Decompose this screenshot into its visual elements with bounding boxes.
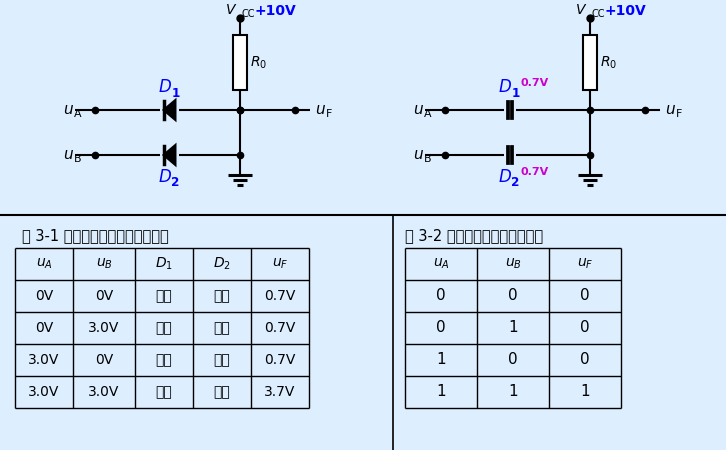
- Text: CC: CC: [591, 9, 605, 19]
- Text: 3.7V: 3.7V: [264, 385, 295, 399]
- Text: $u_F$: $u_F$: [272, 257, 288, 271]
- Text: B: B: [424, 154, 431, 164]
- Text: 1: 1: [508, 384, 518, 400]
- Text: 0.7V: 0.7V: [521, 167, 548, 177]
- Text: 2: 2: [171, 176, 179, 189]
- Text: 0: 0: [580, 288, 590, 303]
- Text: B: B: [74, 154, 81, 164]
- Text: $D$: $D$: [498, 168, 512, 185]
- Text: +10V: +10V: [604, 4, 645, 18]
- Text: $u_B$: $u_B$: [505, 257, 521, 271]
- Text: 截止: 截止: [155, 353, 172, 367]
- Text: +10V: +10V: [254, 4, 295, 18]
- Text: 0V: 0V: [95, 353, 113, 367]
- Text: 导通: 导通: [213, 385, 230, 399]
- Bar: [583, 35, 597, 90]
- Text: 1: 1: [171, 86, 179, 99]
- Text: $u$: $u$: [412, 103, 423, 117]
- Text: 2: 2: [511, 176, 520, 189]
- Text: $u_F$: $u_F$: [576, 257, 593, 271]
- Text: 3.0V: 3.0V: [28, 353, 60, 367]
- Text: 0: 0: [580, 320, 590, 336]
- Text: 导通: 导通: [213, 353, 230, 367]
- Text: 导通: 导通: [155, 289, 172, 303]
- Text: 1: 1: [580, 384, 590, 400]
- Text: 0V: 0V: [35, 321, 53, 335]
- Text: $V$: $V$: [575, 3, 587, 17]
- Text: 1: 1: [436, 352, 446, 368]
- Text: 1: 1: [511, 86, 520, 99]
- Text: $u_A$: $u_A$: [433, 257, 449, 271]
- Text: 0: 0: [436, 320, 446, 336]
- Text: 3.0V: 3.0V: [89, 321, 120, 335]
- Text: 0V: 0V: [95, 289, 113, 303]
- Text: 0.7V: 0.7V: [264, 321, 295, 335]
- Text: $u$: $u$: [664, 103, 675, 117]
- Text: $R_0$: $R_0$: [600, 54, 617, 71]
- Text: $u$: $u$: [62, 148, 73, 162]
- Text: 3.0V: 3.0V: [28, 385, 60, 399]
- Text: 0.7V: 0.7V: [264, 353, 295, 367]
- Polygon shape: [164, 146, 175, 164]
- Text: A: A: [424, 109, 431, 119]
- Text: $D_1$: $D_1$: [155, 256, 173, 272]
- Text: CC: CC: [241, 9, 255, 19]
- Text: A: A: [74, 109, 81, 119]
- Text: 导通: 导通: [213, 289, 230, 303]
- Text: $u$: $u$: [62, 103, 73, 117]
- Text: $D_2$: $D_2$: [213, 256, 231, 272]
- Text: $u_B$: $u_B$: [96, 257, 113, 271]
- Text: 3.0V: 3.0V: [89, 385, 120, 399]
- Text: $R_0$: $R_0$: [250, 54, 267, 71]
- Text: F: F: [676, 109, 682, 119]
- Text: $u$: $u$: [314, 103, 325, 117]
- Text: 1: 1: [508, 320, 518, 336]
- Bar: [233, 35, 247, 90]
- Text: $u$: $u$: [412, 148, 423, 162]
- Text: 1: 1: [436, 384, 446, 400]
- Text: 0V: 0V: [35, 289, 53, 303]
- Text: $D$: $D$: [158, 168, 172, 185]
- Text: $u_A$: $u_A$: [36, 257, 52, 271]
- Text: 0: 0: [508, 288, 518, 303]
- Text: F: F: [326, 109, 332, 119]
- Polygon shape: [164, 101, 175, 119]
- Text: 0: 0: [580, 352, 590, 368]
- Text: 导通: 导通: [155, 321, 172, 335]
- Text: $D$: $D$: [498, 80, 512, 96]
- Text: 0: 0: [436, 288, 446, 303]
- Text: $D$: $D$: [158, 80, 172, 96]
- Text: 截止: 截止: [213, 321, 230, 335]
- Text: $V$: $V$: [225, 3, 237, 17]
- Text: 表 3-2 二极管与门的逻辑功能表: 表 3-2 二极管与门的逻辑功能表: [405, 228, 543, 243]
- Text: 0.7V: 0.7V: [521, 78, 548, 88]
- Text: 0: 0: [508, 352, 518, 368]
- Text: 导通: 导通: [155, 385, 172, 399]
- Text: 表 3-1 二极管与门的输入输出电压: 表 3-1 二极管与门的输入输出电压: [22, 228, 168, 243]
- Text: 0.7V: 0.7V: [264, 289, 295, 303]
